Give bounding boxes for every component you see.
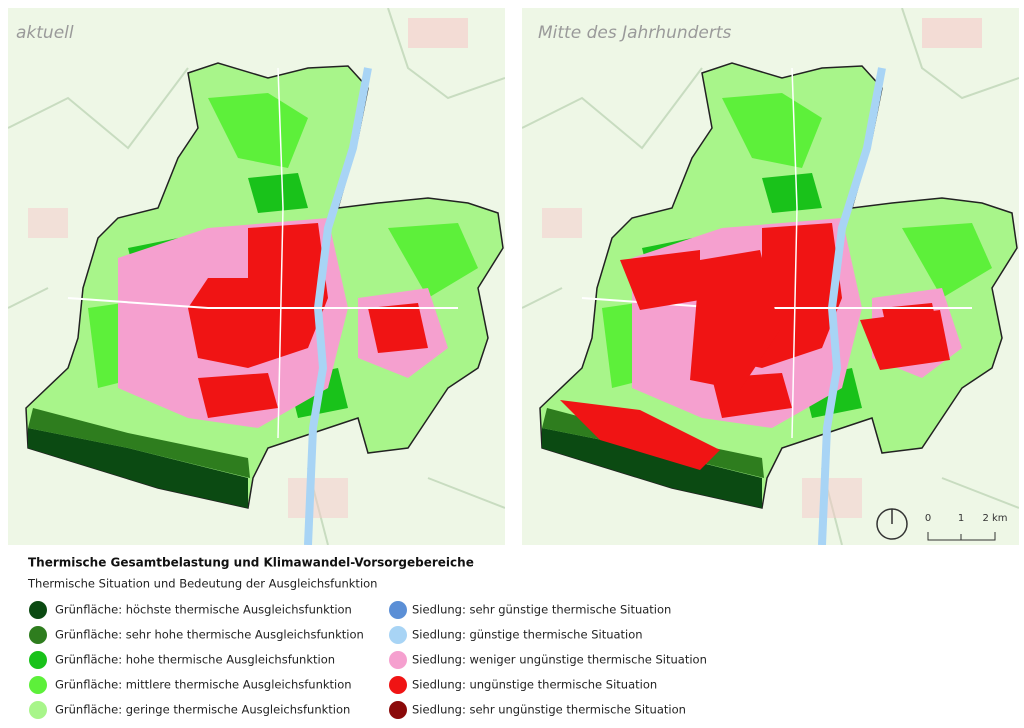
legend-label: Siedlung: sehr günstige thermische Situa… [412, 603, 671, 617]
legend-label: Grünfläche: hohe thermische Ausgleichsfu… [55, 653, 335, 667]
legend-subtitle: Thermische Situation und Bedeutung der A… [27, 577, 377, 591]
legend-label: Siedlung: weniger ungünstige thermische … [412, 653, 707, 667]
legend-label: Siedlung: günstige thermische Situation [412, 628, 643, 642]
legend-label: Grünfläche: geringe thermische Ausgleich… [55, 703, 350, 717]
legend-title: Thermische Gesamtbelastung und Klimawand… [28, 556, 474, 570]
legend-swatch [389, 676, 407, 694]
legend-swatch [29, 601, 47, 619]
legend-swatch [389, 701, 407, 719]
legend-swatch [29, 626, 47, 644]
map-label: aktuell [16, 23, 74, 43]
map-label: Mitte des Jahrhunderts [538, 23, 732, 43]
scale-label: 2 km [982, 513, 1007, 524]
extra-hot-areas [560, 250, 950, 470]
legend: Grünfläche: höchste thermische Ausgleich… [29, 601, 707, 719]
map-panel-right: Mitte des Jahrhunderts 0 1 2 km [522, 8, 1019, 545]
legend-swatch [389, 651, 407, 669]
legend-swatch [389, 626, 407, 644]
legend-label: Grünfläche: mittlere thermische Ausgleic… [55, 678, 352, 692]
scale-label: 1 [958, 513, 964, 524]
legend-swatch [29, 651, 47, 669]
legend-label: Grünfläche: höchste thermische Ausgleich… [55, 603, 352, 617]
legend-swatch [389, 601, 407, 619]
legend-swatch [29, 701, 47, 719]
legend-label: Siedlung: ungünstige thermische Situatio… [412, 678, 657, 692]
legend-label: Grünfläche: sehr hohe thermische Ausglei… [55, 628, 364, 642]
scale-bar [927, 532, 996, 541]
scale-label: 0 [925, 513, 931, 524]
legend-swatch [29, 676, 47, 694]
legend-label: Siedlung: sehr ungünstige thermische Sit… [412, 703, 686, 717]
map-panel-left: aktuell [8, 8, 505, 545]
